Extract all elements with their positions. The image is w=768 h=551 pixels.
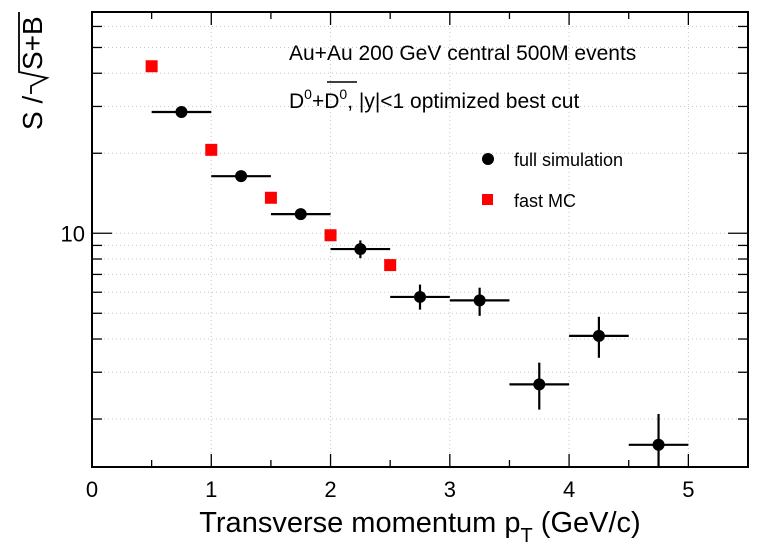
legend-label-fast-mc: fast MC xyxy=(514,191,576,211)
annotation-collision: Au+Au 200 GeV central 500M events xyxy=(289,42,636,65)
data-point-full-simulation xyxy=(414,290,426,303)
y-axis-label-radicand: S+B xyxy=(17,16,48,70)
x-tick-label: 1 xyxy=(205,477,217,502)
data-point-fast-mc xyxy=(324,229,337,242)
legend-marker-fast-mc xyxy=(482,194,493,205)
axis-ticks xyxy=(92,12,748,467)
data-point-full-simulation xyxy=(592,329,605,342)
grid xyxy=(92,12,748,467)
plot-frame xyxy=(91,11,749,468)
data-point-full-simulation xyxy=(473,294,486,307)
y-tick-labels: 10 xyxy=(61,221,85,246)
data-point-fast-mc xyxy=(205,143,218,156)
sqrt-sign xyxy=(18,12,50,94)
legend-marker-full-simulation xyxy=(482,153,494,165)
x-tick-label: 5 xyxy=(682,477,694,502)
data-point-fast-mc xyxy=(384,259,397,272)
legend: full simulation fast MC xyxy=(482,150,623,211)
data-point-fast-mc xyxy=(264,191,277,204)
data-marks xyxy=(145,60,689,467)
x-tick-label: 3 xyxy=(444,477,456,502)
data-point-full-simulation xyxy=(652,438,665,451)
x-tick-label: 0 xyxy=(86,477,98,502)
data-point-full-simulation xyxy=(533,378,546,391)
data-point-fast-mc xyxy=(145,60,158,73)
x-tick-label: 2 xyxy=(324,477,336,502)
data-point-full-simulation xyxy=(294,208,307,221)
x-tick-label: 4 xyxy=(563,477,575,502)
y-axis-label: S / S+B xyxy=(17,12,50,130)
data-point-full-simulation xyxy=(235,170,248,183)
data-point-full-simulation xyxy=(175,105,188,118)
legend-label-full-simulation: full simulation xyxy=(514,150,623,170)
y-axis-label-num: S / xyxy=(17,96,48,130)
y-tick-label: 10 xyxy=(61,221,85,246)
annotation-particle: D0+D0, |y|<1 optimized best cut xyxy=(289,86,579,113)
x-axis-label: Transverse momentum pT (GeV/c) xyxy=(199,507,640,547)
data-point-full-simulation xyxy=(354,243,367,256)
x-tick-labels: 0 1 2 3 4 5 xyxy=(86,477,695,502)
